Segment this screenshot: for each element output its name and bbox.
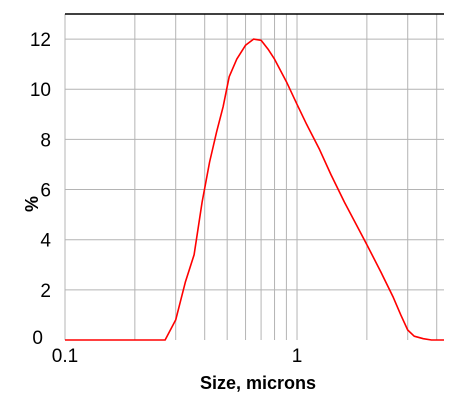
y-tick-label: 2: [40, 281, 51, 302]
x-axis-title: Size, microns: [200, 373, 316, 393]
y-tick-label: 10: [30, 80, 51, 101]
y-tick-label: 12: [30, 30, 51, 51]
x-tick-label: 1: [292, 346, 303, 367]
series-line: [65, 38, 444, 341]
x-tick-labels: 0.1 1: [52, 346, 303, 367]
y-axis-title: %: [22, 196, 42, 212]
y-tick-label: 4: [40, 231, 51, 252]
grid-lines: [64, 14, 444, 340]
x-tick-label: 0.1: [52, 346, 78, 367]
y-tick-label: 8: [40, 130, 51, 151]
y-tick-label: 0: [32, 328, 43, 349]
series-group: [65, 38, 444, 341]
y-tick-labels: 0 2 4 6 8 10 12: [30, 30, 52, 349]
y-tick-label: 6: [40, 181, 51, 202]
